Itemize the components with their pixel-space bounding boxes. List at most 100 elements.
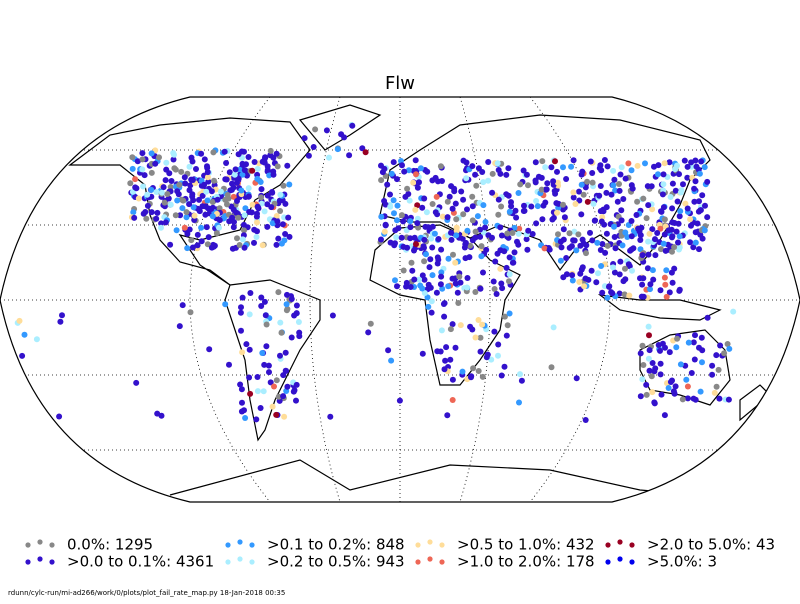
station-dot: [398, 234, 405, 241]
station-dot: [312, 126, 319, 133]
station-dot: [231, 171, 238, 178]
station-dot: [566, 230, 573, 237]
station-dot: [182, 180, 189, 187]
station-dot: [441, 300, 448, 307]
station-dot: [717, 342, 724, 349]
station-dot: [236, 242, 243, 248]
station-dot: [267, 379, 274, 386]
station-dot: [637, 350, 644, 357]
station-dot: [674, 335, 681, 342]
station-dot: [639, 252, 646, 259]
station-dot: [283, 301, 290, 308]
station-dot: [189, 244, 196, 251]
station-dot: [205, 178, 212, 185]
station-dot: [161, 199, 168, 206]
station-dot: [285, 214, 292, 221]
station-dot: [554, 209, 560, 216]
station-dot: [692, 332, 698, 339]
station-dot: [510, 259, 517, 266]
station-dot: [616, 187, 623, 194]
station-dot: [164, 191, 171, 197]
station-dot: [661, 216, 668, 223]
station-dot: [208, 188, 215, 195]
station-dot: [143, 215, 150, 222]
station-dot: [622, 276, 629, 283]
station-dot: [646, 347, 653, 354]
station-dot: [268, 204, 275, 211]
station-dot: [469, 237, 476, 244]
station-dot: [573, 247, 580, 254]
station-dot: [421, 258, 428, 265]
station-dot: [620, 196, 627, 202]
station-dot: [349, 122, 356, 129]
station-dot: [477, 334, 484, 341]
legend-marker: [37, 539, 43, 545]
station-dot: [412, 157, 419, 164]
station-dot: [269, 403, 276, 410]
station-dot: [403, 283, 410, 290]
station-dot: [711, 389, 718, 396]
station-dot: [518, 377, 525, 384]
station-dot: [466, 254, 473, 261]
station-dot: [579, 168, 586, 175]
station-dot: [239, 236, 246, 243]
legend-marker: [617, 539, 623, 545]
legend-marker: [225, 542, 231, 548]
station-dot: [595, 270, 601, 277]
station-dot: [399, 162, 405, 169]
station-dot: [534, 203, 541, 210]
station-dot: [612, 245, 619, 252]
station-dot: [625, 261, 632, 268]
station-dot: [129, 165, 136, 172]
station-dot: [241, 148, 247, 155]
station-dot: [533, 220, 540, 227]
station-dot: [464, 275, 471, 281]
station-dot: [247, 290, 254, 296]
station-dot: [699, 192, 706, 199]
legend-marker: [37, 556, 43, 562]
station-dot: [194, 242, 201, 249]
station-dot: [204, 174, 211, 181]
station-dot: [171, 165, 178, 172]
station-dot: [424, 294, 431, 301]
station-dot: [521, 202, 527, 209]
station-dot: [624, 234, 631, 240]
station-dot: [506, 278, 512, 285]
station-dot: [684, 383, 691, 390]
station-dot: [396, 397, 403, 404]
station-dot: [259, 242, 266, 249]
station-dot: [504, 230, 511, 237]
station-dot: [696, 198, 702, 205]
station-dot: [697, 388, 704, 395]
station-dot: [237, 309, 244, 316]
station-dot: [437, 163, 444, 170]
station-dot: [578, 211, 585, 218]
station-dot: [406, 197, 413, 204]
station-dot: [491, 328, 498, 335]
station-dot: [269, 220, 276, 227]
station-dot: [432, 174, 439, 181]
station-dot: [246, 374, 253, 381]
station-dot: [657, 347, 663, 354]
station-dot: [603, 230, 610, 237]
station-dot: [552, 158, 558, 165]
station-dot: [680, 181, 686, 188]
station-dot: [310, 144, 317, 150]
station-dot: [245, 193, 252, 200]
station-dot: [625, 160, 632, 167]
station-dot: [642, 160, 648, 167]
station-dot: [452, 344, 459, 351]
station-dot: [511, 249, 518, 256]
station-dot: [543, 186, 550, 193]
station-dot: [449, 205, 456, 212]
station-dot: [378, 236, 384, 243]
station-dot: [447, 326, 454, 333]
station-dot: [281, 413, 288, 420]
station-dot: [508, 199, 514, 206]
station-dot: [425, 303, 432, 310]
station-dot: [587, 158, 594, 165]
station-dot: [246, 311, 253, 318]
station-dot: [454, 289, 461, 296]
station-dot: [423, 251, 429, 258]
station-dot: [204, 197, 211, 204]
